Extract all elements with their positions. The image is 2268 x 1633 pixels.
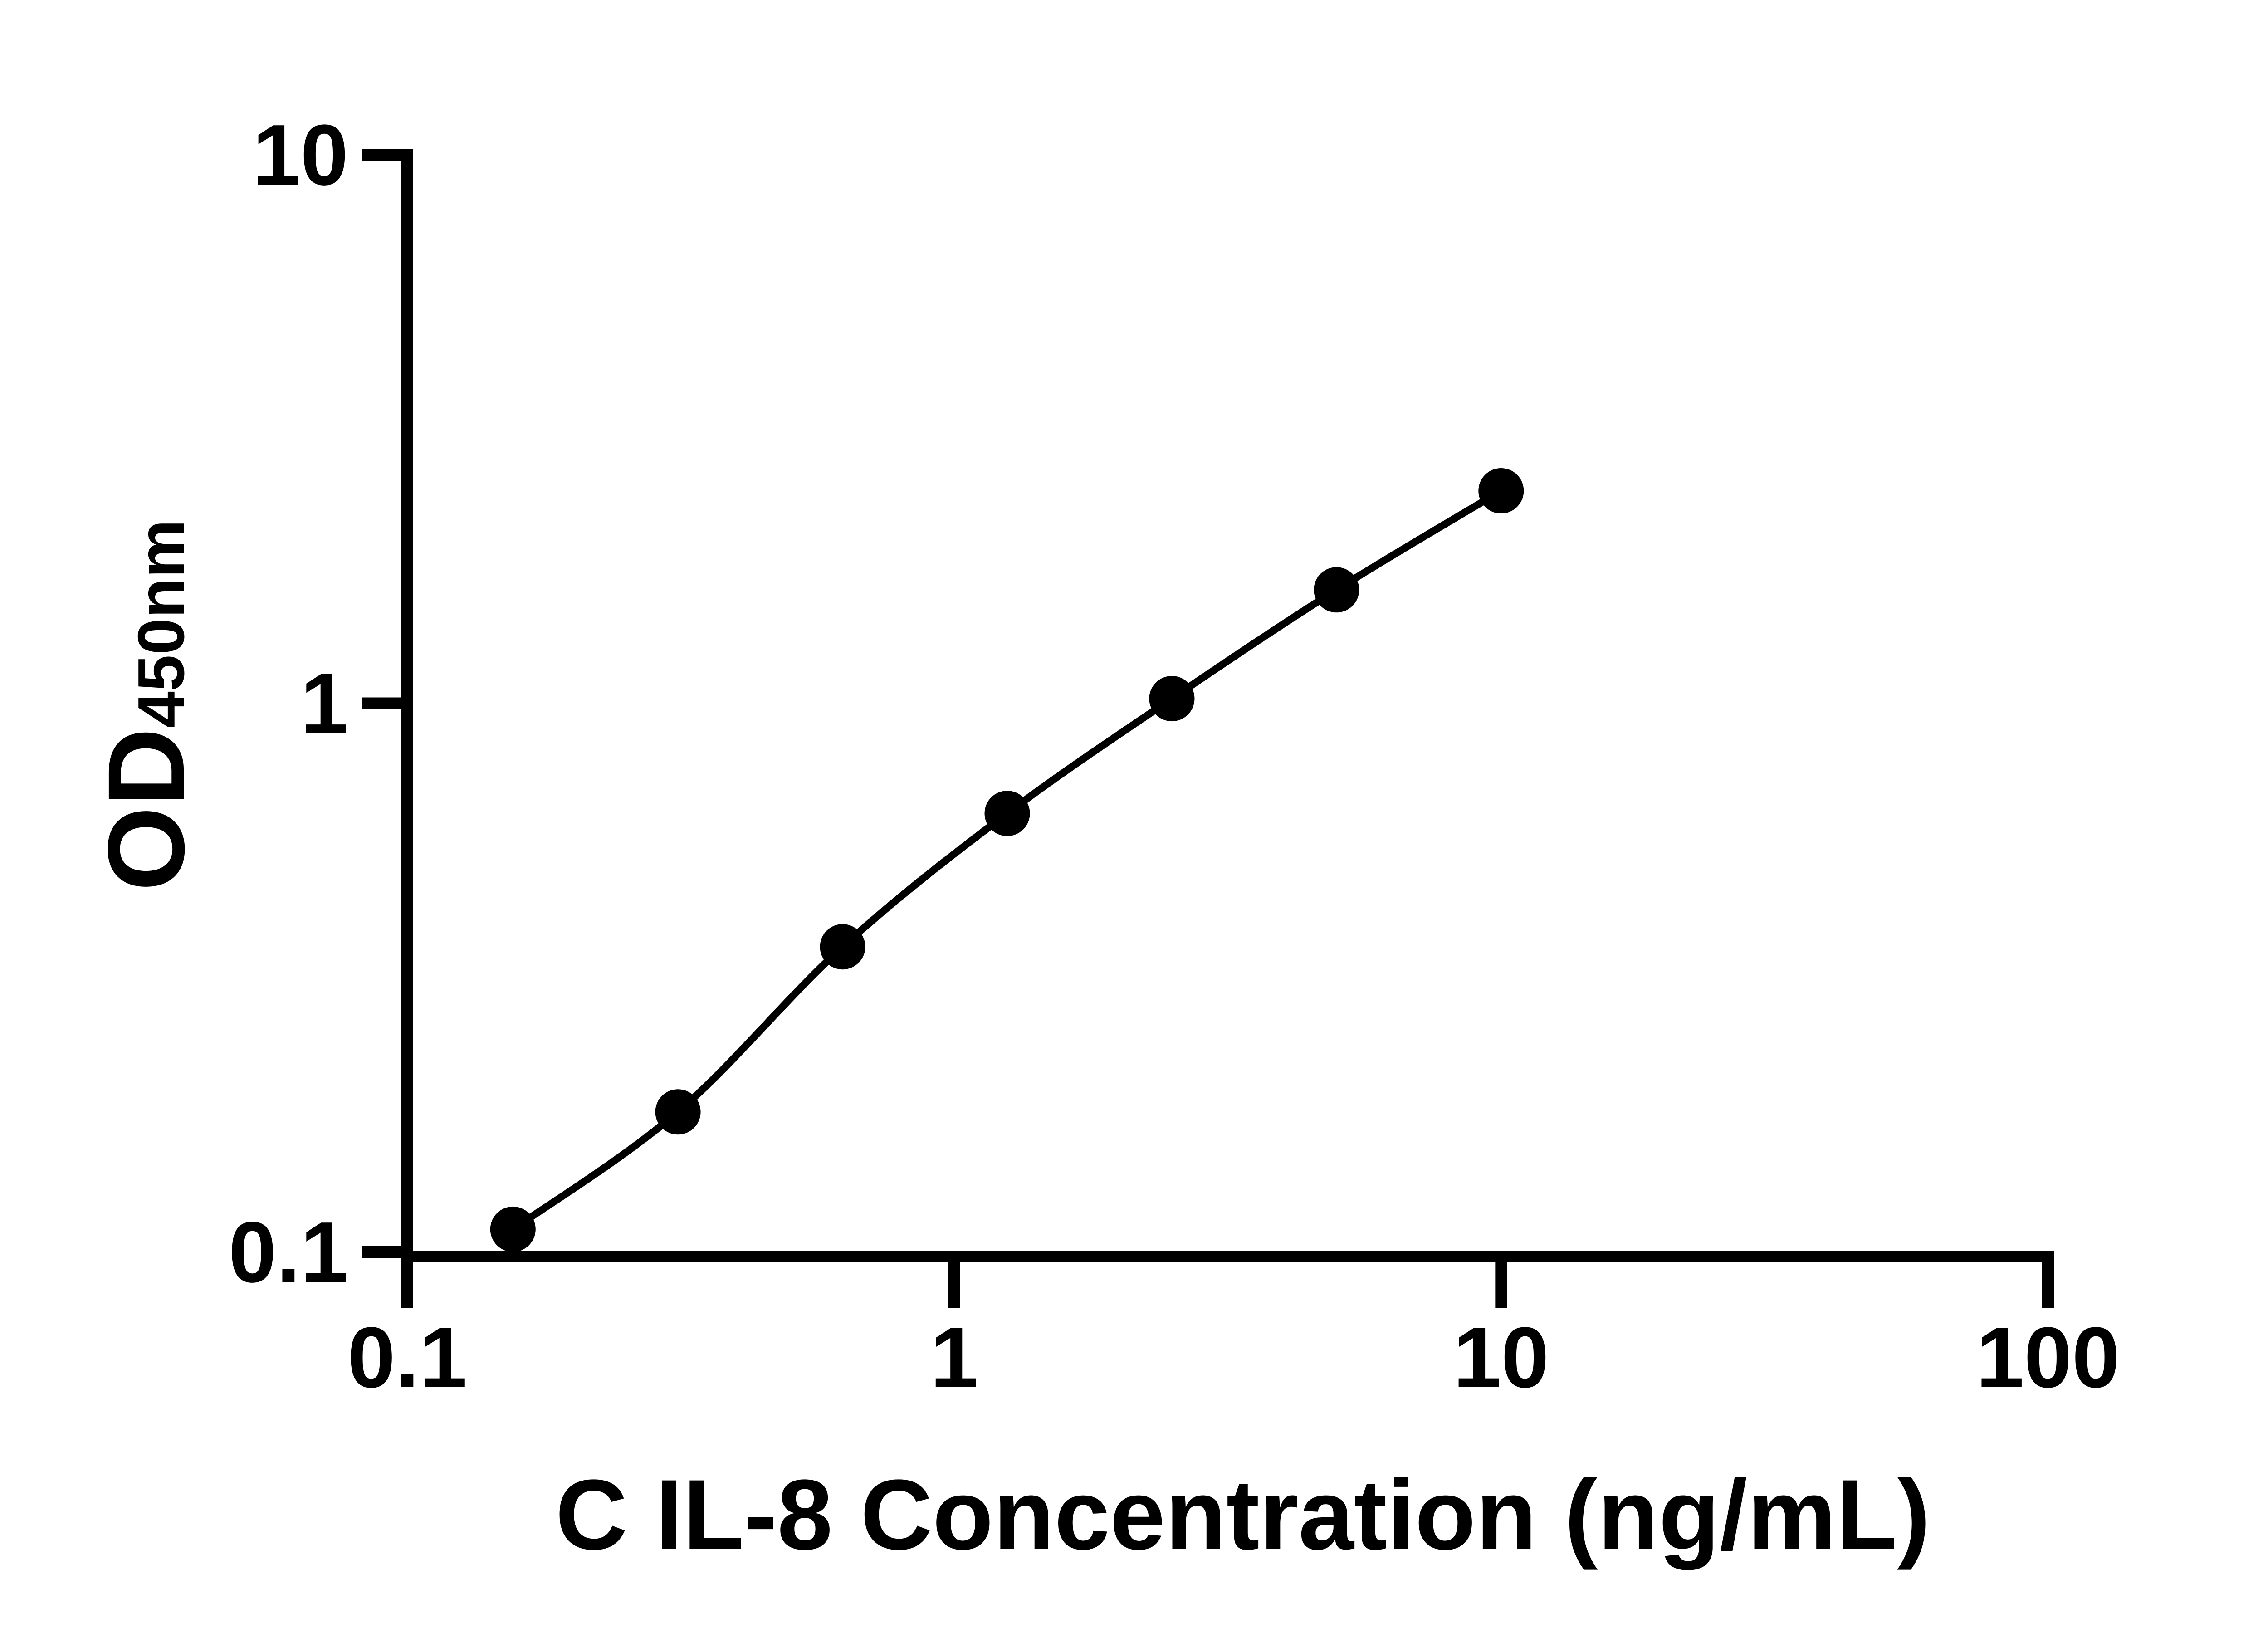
series-group [490,468,1524,1252]
data-point [820,924,865,970]
x-tick-label: 0.1 [347,1310,467,1406]
x-tick-label: 1 [930,1310,978,1406]
x-tick-label: 10 [1453,1310,1549,1406]
y-tick-label: 10 [253,107,348,203]
data-point [1149,676,1195,722]
y-axis-title: OD450nm [85,519,207,891]
data-point [490,1206,536,1252]
y-axis-title-subscript: 450nm [124,519,198,728]
x-axis-title: C IL-8 Concentration (ng/mL) [556,1459,1931,1570]
data-point [984,791,1030,836]
y-tick-label: 0.1 [229,1204,348,1301]
axes-group: 0.1 1 10 0.1 1 10 100 [229,107,2120,1406]
x-tick-label: 100 [1976,1310,2120,1406]
data-point [1478,468,1524,513]
y-tick-label: 1 [300,656,348,752]
data-point [655,1089,701,1135]
y-axis-title-main: OD [85,728,207,891]
data-point [1314,567,1359,613]
